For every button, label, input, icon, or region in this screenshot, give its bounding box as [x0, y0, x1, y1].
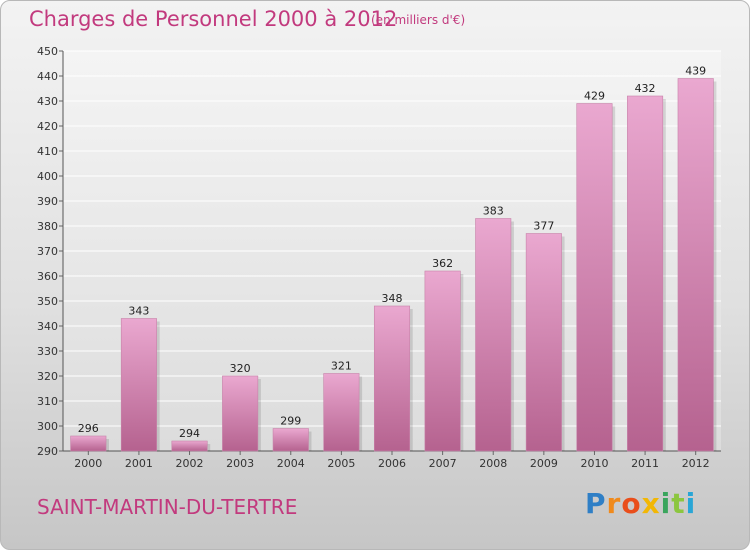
x-tick-label: 2007 — [429, 457, 457, 470]
bar-2001 — [120, 318, 157, 452]
chart-title: Charges de Personnel 2000 à 2012 — [29, 7, 398, 31]
logo-letter: r — [606, 487, 622, 520]
bar-value-label: 377 — [533, 220, 554, 233]
x-tick-label: 2003 — [226, 457, 254, 470]
x-tick-label: 2008 — [479, 457, 507, 470]
logo-letter: o — [621, 487, 642, 520]
x-tick-label: 2000 — [74, 457, 102, 470]
y-tick-label: 300 — [37, 420, 58, 433]
y-tick-label: 410 — [37, 145, 58, 158]
bar-value-label: 343 — [128, 305, 149, 318]
bar-value-label: 294 — [179, 427, 200, 440]
y-axis-ticks: 290 300 310 320 330 340 350 360 370 380 390 400 410 4… — [37, 45, 721, 458]
bar-2007 — [424, 270, 461, 452]
bar-value-label: 296 — [78, 422, 99, 435]
bar-2009 — [525, 233, 562, 452]
y-tick-label: 290 — [37, 445, 58, 458]
bar-2010 — [576, 103, 613, 452]
bar-2004 — [272, 428, 309, 452]
logo-letter: i — [660, 487, 672, 520]
logo-letter: x — [641, 487, 661, 520]
bar-value-label: 439 — [685, 65, 706, 78]
x-tick-label: 2009 — [530, 457, 558, 470]
bar-2011 — [627, 95, 664, 452]
x-tick-label: 2001 — [125, 457, 153, 470]
x-tick-label: 2002 — [176, 457, 204, 470]
y-tick-label: 380 — [37, 220, 58, 233]
bar-2008 — [475, 218, 512, 452]
x-tick-label: 2005 — [327, 457, 355, 470]
bar-2005 — [323, 373, 360, 452]
chart-subtitle: (en milliers d'€) — [371, 13, 466, 27]
y-tick-label: 430 — [37, 95, 58, 108]
y-tick-label: 390 — [37, 195, 58, 208]
x-tick-label: 2006 — [378, 457, 406, 470]
bar-2000 — [70, 435, 107, 452]
bar-2012 — [677, 78, 714, 452]
commune-name: SAINT-MARTIN-DU-TERTRE — [37, 495, 298, 519]
x-tick-label: 2004 — [277, 457, 305, 470]
logo-letter: i — [685, 487, 697, 520]
logo-letter: t — [671, 487, 686, 520]
y-tick-label: 350 — [37, 295, 58, 308]
bar-value-label: 362 — [432, 257, 453, 270]
x-tick-label: 2011 — [631, 457, 659, 470]
y-tick-label: 340 — [37, 320, 58, 333]
bar-value-label: 299 — [280, 415, 301, 428]
y-tick-label: 330 — [37, 345, 58, 358]
y-tick-label: 310 — [37, 395, 58, 408]
y-tick-label: 440 — [37, 70, 58, 83]
y-tick-label: 320 — [37, 370, 58, 383]
bar-2002 — [171, 440, 208, 452]
bars: 296 343 294 320 299 321 348 362 383 377 429 432 439 — [70, 65, 717, 452]
proxiti-logo[interactable]: Proxiti — [585, 487, 696, 520]
bar-value-label: 348 — [382, 292, 403, 305]
bar-value-label: 321 — [331, 360, 352, 373]
bar-value-label: 432 — [635, 82, 656, 95]
y-tick-label: 400 — [37, 170, 58, 183]
x-tick-label: 2012 — [682, 457, 710, 470]
y-tick-label: 370 — [37, 245, 58, 258]
bar-2006 — [373, 305, 411, 452]
bar-value-label: 320 — [230, 362, 251, 375]
x-tick-label: 2010 — [580, 457, 608, 470]
logo-letter: P — [585, 487, 607, 520]
bar-2003 — [222, 375, 259, 452]
bar-value-label: 383 — [483, 205, 504, 218]
y-tick-label: 420 — [37, 120, 58, 133]
y-tick-label: 450 — [37, 45, 58, 58]
bar-value-label: 429 — [584, 90, 605, 103]
y-tick-label: 360 — [37, 270, 58, 283]
x-axis-ticks: 2000 2001 2002 2003 2004 2005 2006 2007 2008 2009… — [74, 451, 710, 470]
